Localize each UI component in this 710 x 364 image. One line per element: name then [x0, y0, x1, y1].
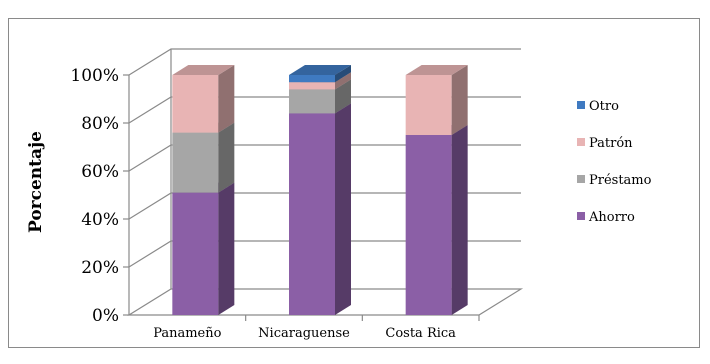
bar-front [405, 75, 452, 135]
x-category-label: Panameño [153, 326, 221, 341]
bars [172, 65, 468, 316]
stacked-bar-chart: 0% 20% 40% 60% 80% 100% Panameño Nicaraguense C… [26, 48, 652, 341]
bar-top [289, 65, 351, 75]
y-tick-label: 40% [81, 210, 119, 230]
bar-segment [289, 65, 351, 83]
bar-segment [172, 122, 235, 193]
bar-side [335, 72, 351, 90]
legend-swatch [577, 175, 585, 183]
x-category-label: Nicaraguense [258, 326, 350, 341]
legend-label: Ahorro [588, 210, 635, 225]
legend-item: Ahorro [577, 210, 635, 225]
y-axis-title: Porcentaje [26, 131, 46, 233]
bar-front [172, 132, 219, 193]
legend-swatch [577, 101, 585, 109]
gridline [128, 240, 521, 268]
bar-segment [172, 65, 235, 133]
x-category-label: Costa Rica [385, 326, 456, 341]
y-tick-label: 0% [92, 306, 119, 326]
bar-side [218, 65, 235, 133]
bar-side [335, 65, 351, 83]
bar-top [172, 65, 235, 75]
gridline [128, 96, 521, 124]
y-tick-label: 80% [81, 114, 119, 134]
bar-stack [172, 65, 235, 315]
bar-segment [405, 125, 468, 315]
bar-side [218, 182, 235, 315]
bar-front [289, 82, 335, 90]
bar-front [289, 89, 335, 114]
bar-front [289, 75, 335, 83]
bar-front [289, 113, 335, 316]
bar-stack [289, 65, 351, 316]
legend-swatch [577, 138, 585, 146]
bar-front [172, 192, 219, 315]
bar-segment [405, 65, 468, 135]
legend-swatch [577, 212, 585, 220]
chart-frame: 0% 20% 40% 60% 80% 100% Panameño Nicaraguense C… [8, 18, 700, 348]
legend-item: Patrón [577, 136, 633, 151]
gridline [128, 48, 521, 76]
y-tick-label: 60% [81, 162, 119, 182]
bar-top [405, 65, 468, 75]
bar-side [335, 79, 351, 114]
gridline [128, 144, 521, 172]
y-tick-label: 20% [81, 258, 119, 278]
bar-side [451, 65, 468, 135]
bar-segment [172, 182, 235, 315]
legend-item: Préstamo [577, 173, 652, 188]
bar-side [218, 122, 235, 193]
legend-label: Patrón [589, 136, 633, 151]
y-tick-label: 100% [70, 66, 119, 86]
legend-label: Préstamo [589, 173, 652, 188]
legend-label: Otro [589, 99, 619, 114]
bar-segment [289, 103, 351, 316]
bar-side [451, 125, 468, 315]
y-tick-labels: 0% 20% 40% 60% 80% 100% [70, 66, 119, 326]
x-category-labels: Panameño Nicaraguense Costa Rica [153, 315, 480, 341]
gridline [128, 192, 521, 220]
bar-stack [405, 65, 468, 315]
legend-item: Otro [577, 99, 619, 114]
gridlines [123, 48, 521, 316]
bar-front [172, 75, 219, 133]
bar-side [335, 103, 351, 316]
legend: Otro Patrón Préstamo Ahorro [577, 99, 652, 225]
bar-front [405, 135, 452, 315]
